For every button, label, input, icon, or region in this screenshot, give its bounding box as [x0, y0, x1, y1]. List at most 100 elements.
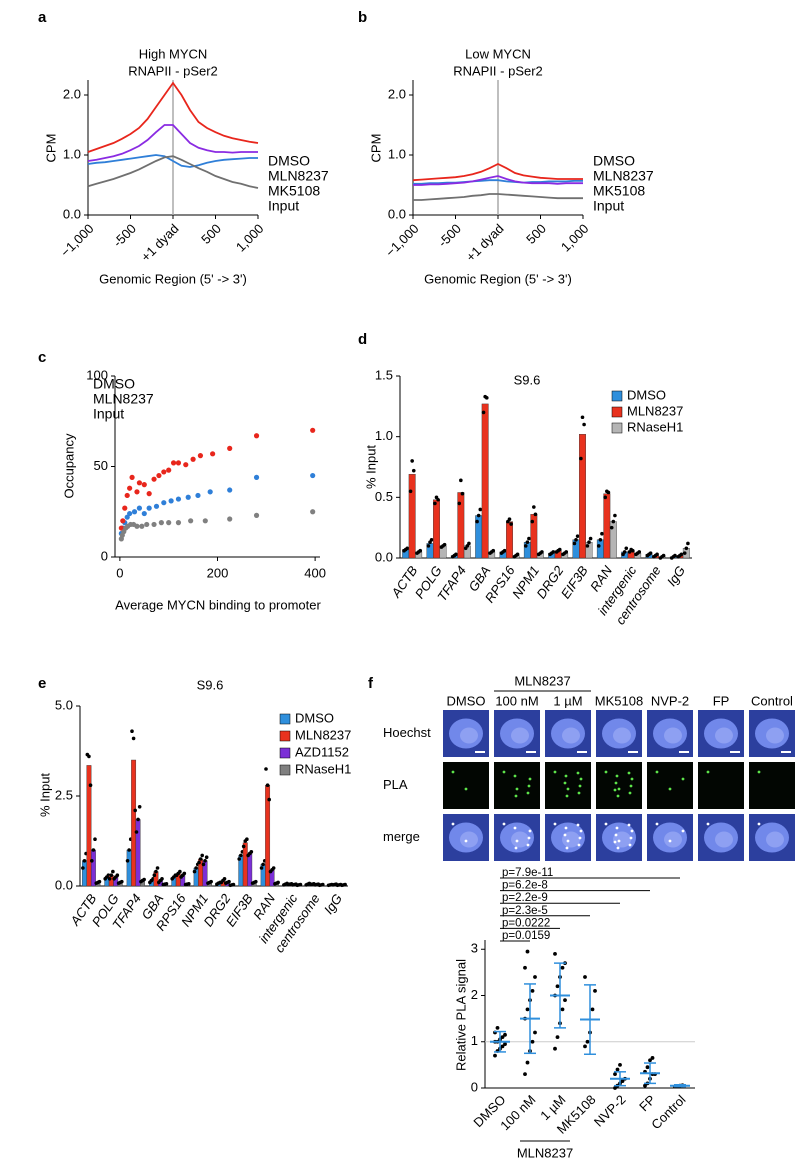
- data-point: [553, 1046, 557, 1051]
- data-point: [590, 1007, 595, 1012]
- micrograph: [698, 762, 744, 809]
- y-tick-label: 0.5: [375, 489, 393, 504]
- scatter-point: [127, 485, 133, 491]
- bar: [579, 434, 586, 559]
- pla-spot: [577, 791, 581, 795]
- pla-spot: [706, 770, 710, 774]
- replicate-point: [134, 830, 139, 834]
- x-tick-label: 500: [198, 221, 224, 247]
- chart-subtitle: RNAPII - pSer2: [128, 63, 218, 78]
- merge-spot: [757, 822, 761, 826]
- series-line: [413, 179, 583, 185]
- row-label: Hoechst: [383, 725, 431, 740]
- replicate-point: [237, 857, 241, 861]
- replicate-point: [198, 857, 203, 861]
- replicate-point: [254, 879, 258, 884]
- panel-label: a: [38, 9, 47, 26]
- chart-title: High MYCN: [139, 46, 208, 61]
- merge-spot: [565, 846, 569, 850]
- x-tick-label: NVP-2: [591, 1092, 629, 1130]
- scatter-point: [195, 492, 201, 499]
- column-label: Control: [751, 693, 793, 708]
- nucleus-core: [715, 727, 733, 744]
- scatter-point: [188, 518, 194, 524]
- merge-spot: [578, 836, 582, 840]
- scatter-point: [253, 433, 260, 439]
- bar: [242, 842, 248, 887]
- replicate-point: [276, 880, 280, 885]
- nucleus-core: [511, 831, 529, 848]
- replicate-point: [540, 550, 544, 554]
- replicate-point: [127, 848, 131, 852]
- micrograph: [596, 762, 642, 809]
- micrograph: [443, 762, 489, 809]
- legend-swatch: [611, 406, 623, 418]
- panel-label: f: [368, 675, 374, 692]
- data-point: [495, 1025, 500, 1030]
- column-label: NVP-2: [651, 693, 689, 708]
- scatter-point: [156, 472, 162, 479]
- x-tick-label: 1,000: [558, 221, 592, 255]
- merge-spot: [706, 822, 710, 826]
- merge-spot: [464, 839, 468, 843]
- scatter-point: [141, 482, 147, 488]
- replicate-point: [410, 459, 414, 463]
- scatter-point: [122, 505, 128, 511]
- replicate-point: [321, 882, 325, 887]
- bar: [457, 492, 465, 559]
- replicate-point: [564, 550, 569, 554]
- merge-spot: [502, 822, 506, 826]
- merge-spot: [564, 826, 568, 830]
- replicate-point: [125, 859, 130, 863]
- data-point: [530, 1039, 535, 1044]
- replicate-point: [523, 544, 528, 548]
- replicate-point: [136, 817, 140, 822]
- nucleus-core: [562, 727, 580, 744]
- data-point: [493, 1053, 497, 1058]
- pla-spot: [514, 794, 518, 798]
- merge-spot: [515, 839, 519, 843]
- data-point: [533, 975, 537, 979]
- replicate-point: [265, 783, 270, 787]
- y-axis-label: CPM: [368, 134, 383, 163]
- replicate-point: [426, 544, 431, 548]
- merge-spot: [514, 846, 518, 850]
- row-label: PLA: [383, 777, 408, 792]
- merge-spot: [630, 829, 634, 833]
- p-value: p=2.2e-9: [502, 892, 548, 904]
- data-point: [585, 1039, 590, 1044]
- replicate-point: [137, 805, 142, 809]
- y-tick-label: 1.0: [388, 146, 406, 161]
- y-tick-label: 0.0: [375, 549, 393, 564]
- replicate-point: [259, 866, 264, 870]
- y-tick-label: 2.0: [388, 86, 406, 101]
- replicate-point: [164, 882, 169, 886]
- y-tick-label: 1.0: [63, 146, 81, 161]
- y-tick-label: 0: [471, 1079, 478, 1094]
- nucleus-core: [664, 727, 682, 744]
- bar: [131, 759, 137, 887]
- y-tick-label: 0.0: [388, 206, 406, 221]
- bar: [481, 403, 489, 559]
- replicate-point: [90, 859, 94, 863]
- replicate-point: [673, 553, 677, 558]
- scatter-point: [158, 520, 164, 526]
- pla-spot: [563, 781, 567, 785]
- nucleus-core: [511, 727, 529, 744]
- micrograph: [749, 762, 795, 809]
- merge-spot: [513, 826, 517, 830]
- merge-spot: [655, 822, 659, 826]
- row-label: merge: [383, 829, 420, 844]
- replicate-point: [530, 519, 535, 524]
- p-value: p=2.3e-5: [502, 905, 548, 917]
- pla-spot: [576, 771, 580, 775]
- replicate-point: [457, 501, 462, 506]
- replicate-point: [582, 422, 586, 427]
- bar: [126, 849, 132, 887]
- bar: [596, 539, 604, 559]
- data-point: [620, 1079, 625, 1083]
- legend-label: MLN8237: [627, 403, 683, 418]
- pla-spot: [464, 787, 468, 791]
- chart-title: Low MYCN: [465, 46, 531, 61]
- replicate-point: [115, 873, 120, 877]
